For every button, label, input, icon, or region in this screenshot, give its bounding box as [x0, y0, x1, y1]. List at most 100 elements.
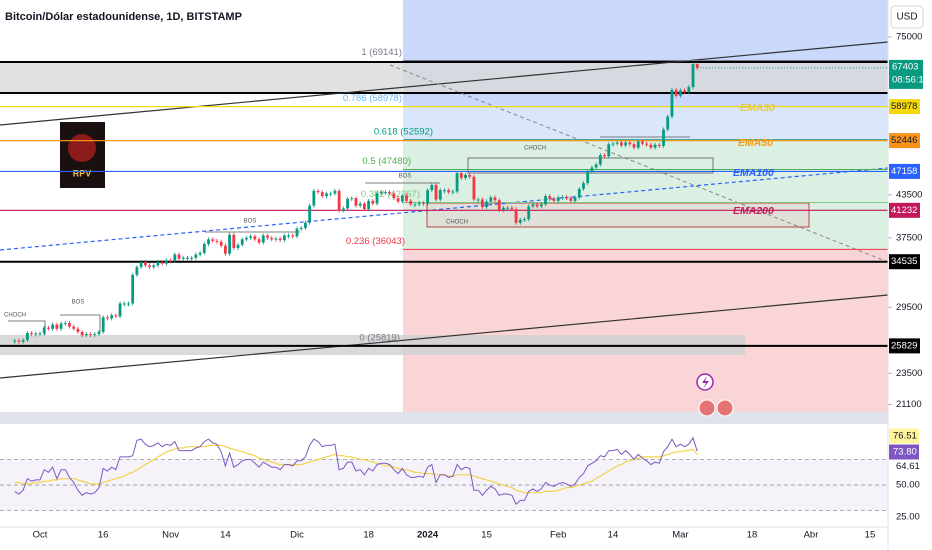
rsi-current-label: 73.80: [893, 447, 917, 458]
candle: [84, 334, 88, 336]
rsi-band-group: [0, 459, 888, 512]
chart-title: Bitcoin/Dólar estadounidense, 1D, BITSTA…: [5, 11, 242, 23]
event-flag[interactable]: [698, 399, 716, 417]
candle: [131, 274, 135, 304]
fib-label: 0.382 (42367): [361, 189, 420, 200]
x-tick-label: 18: [363, 530, 374, 541]
countdown: 08:56:17: [892, 74, 929, 85]
axis-labels: 75000 43500 37500 29500 23500 21100 58978 52446…: [33, 31, 929, 540]
ema-label: EMA200: [733, 205, 774, 217]
x-tick-label: 15: [481, 530, 492, 541]
range-box: [0, 62, 888, 93]
annotation: CHOCH: [524, 146, 546, 152]
candle: [257, 239, 261, 243]
candle: [379, 192, 383, 194]
candle: [649, 144, 653, 148]
candle: [194, 254, 198, 258]
candle: [434, 184, 438, 200]
price-tag-label: 25829: [891, 340, 917, 351]
candle: [451, 191, 455, 193]
candle: [590, 167, 594, 172]
rsi-tick-label: 64.61: [896, 461, 920, 472]
candle: [329, 193, 333, 195]
price-tag-label: 52446: [891, 135, 917, 146]
candle: [68, 323, 71, 327]
candle: [358, 203, 362, 206]
candle: [240, 239, 244, 245]
candle: [354, 198, 358, 206]
candle: [304, 222, 307, 228]
candle: [603, 155, 606, 157]
x-tick-label: Nov: [162, 530, 179, 541]
candle: [160, 261, 164, 264]
candle: [30, 333, 33, 335]
fib-zone: [403, 249, 888, 420]
price-tag: [889, 202, 920, 218]
candle: [421, 202, 425, 204]
event-flag[interactable]: [716, 399, 734, 417]
rsi-tick-label: 25.00: [896, 512, 920, 523]
candle: [455, 173, 459, 192]
candle: [76, 328, 80, 332]
candle: [384, 192, 387, 194]
current-price: 67403: [892, 61, 918, 72]
candle: [518, 219, 522, 223]
candle: [80, 331, 84, 336]
candle: [447, 190, 451, 193]
candle: [135, 267, 139, 275]
candle: [691, 64, 695, 88]
candle: [645, 143, 649, 145]
price-tag: [889, 99, 920, 115]
candle: [426, 190, 429, 204]
candle: [93, 334, 97, 336]
candle: [169, 260, 173, 262]
price-tag-label: 47158: [891, 166, 917, 177]
candle: [468, 174, 472, 177]
zone-box: [426, 202, 810, 228]
ema-label: EMA100: [733, 167, 774, 179]
x-tick-label: 15: [865, 530, 876, 541]
candle: [611, 143, 615, 145]
candle: [278, 238, 282, 241]
annotation: CHOCH: [4, 313, 26, 319]
candle: [502, 207, 505, 210]
candle: [198, 252, 202, 255]
candle: [148, 265, 151, 268]
logo-emblem: [68, 134, 96, 162]
candle: [619, 142, 623, 146]
candle: [514, 209, 518, 223]
x-tick-label: Oct: [33, 530, 48, 541]
candle: [215, 240, 219, 242]
candle: [291, 235, 295, 237]
currency-label[interactable]: USD: [896, 12, 917, 23]
candle: [497, 200, 501, 210]
candle: [207, 239, 210, 245]
currency-button[interactable]: [890, 5, 924, 29]
rsi-tick-label: 50.00: [896, 480, 920, 491]
candle: [417, 202, 421, 205]
fib-label: 0.5 (47480): [362, 156, 411, 167]
candle: [295, 228, 299, 237]
structure-line: [60, 314, 101, 332]
candle: [548, 196, 552, 199]
trendline: [0, 294, 889, 379]
candle: [261, 235, 265, 243]
candle: [287, 235, 290, 237]
fib-label: 0.236 (36043): [346, 236, 405, 247]
candle: [312, 190, 316, 206]
y-tick-label: 37500: [896, 232, 922, 243]
candle: [38, 333, 42, 335]
candle: [211, 239, 215, 241]
candle: [392, 193, 396, 199]
candle: [325, 193, 328, 197]
candle: [464, 174, 467, 178]
price-tag: [889, 133, 920, 149]
candle: [472, 176, 476, 200]
x-tick-label: Abr: [804, 530, 819, 541]
annotation: BOS: [244, 219, 257, 225]
candle: [47, 327, 50, 329]
annotation: CHOCH: [446, 220, 468, 226]
candle: [55, 324, 59, 329]
candle: [687, 87, 691, 93]
